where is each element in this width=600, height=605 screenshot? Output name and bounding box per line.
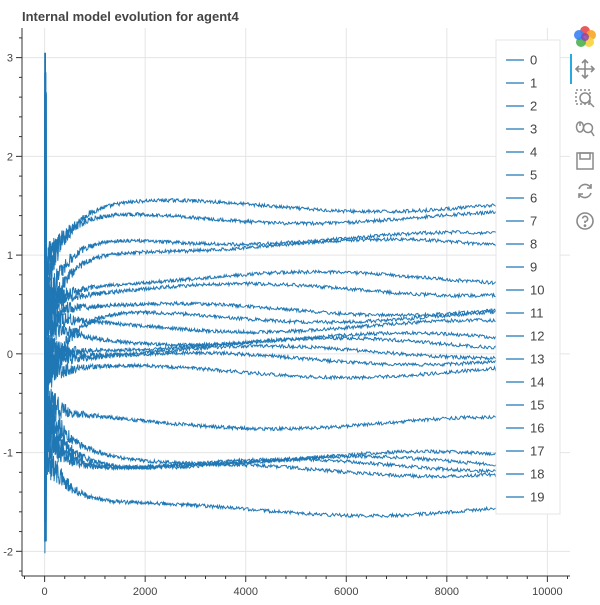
- legend-label: 8: [530, 237, 537, 252]
- legend-item[interactable]: 18: [506, 467, 544, 482]
- y-tick-label: -1: [3, 448, 13, 460]
- legend-label: 17: [530, 444, 544, 459]
- legend-label: 15: [530, 398, 544, 413]
- reset-icon[interactable]: [574, 180, 596, 202]
- help-icon[interactable]: [574, 210, 596, 232]
- legend-label: 14: [530, 375, 544, 390]
- series-line-10: [44, 264, 498, 443]
- save-icon[interactable]: [574, 150, 596, 172]
- legend-item[interactable]: 17: [506, 444, 544, 459]
- legend-label: 16: [530, 421, 544, 436]
- series-line-0: [44, 52, 498, 512]
- legend-item[interactable]: 1: [506, 76, 537, 91]
- legend-item[interactable]: 14: [506, 375, 544, 390]
- series-line-4: [44, 185, 498, 433]
- legend-label: 10: [530, 283, 544, 298]
- legend-label: 18: [530, 467, 544, 482]
- series-line-11: [44, 274, 498, 414]
- legend-item[interactable]: 16: [506, 421, 544, 436]
- series-line-8: [44, 225, 498, 414]
- legend-label: 5: [530, 168, 537, 183]
- legend-item[interactable]: 15: [506, 398, 544, 413]
- series-line-14: [44, 314, 498, 493]
- bokeh-logo-icon[interactable]: [574, 26, 596, 48]
- box-zoom-icon[interactable]: [574, 88, 596, 110]
- x-tick-label: 8000: [435, 586, 459, 598]
- legend-item[interactable]: 12: [506, 329, 544, 344]
- series-line-1: [44, 72, 498, 473]
- legend-item[interactable]: 0: [506, 53, 537, 68]
- legend-label: 13: [530, 352, 544, 367]
- series-line-12: [44, 284, 498, 424]
- legend-item[interactable]: 2: [506, 99, 537, 114]
- legend-item[interactable]: 8: [506, 237, 537, 252]
- y-tick-label: 1: [7, 250, 13, 262]
- legend-label: 2: [530, 99, 537, 114]
- legend-item[interactable]: 11: [506, 306, 544, 321]
- y-tick-label: 0: [7, 349, 13, 361]
- legend-label: 7: [530, 214, 537, 229]
- chart-title: Internal model evolution for agent4: [22, 9, 239, 24]
- legend-label: 9: [530, 260, 537, 275]
- legend-item[interactable]: 19: [506, 490, 544, 505]
- legend-label: 4: [530, 145, 537, 160]
- legend-item[interactable]: 6: [506, 191, 537, 206]
- legend-label: 12: [530, 329, 544, 344]
- legend-item[interactable]: 9: [506, 260, 537, 275]
- legend-label: 3: [530, 122, 537, 137]
- legend-item[interactable]: 5: [506, 168, 537, 183]
- x-tick-label: 10000: [532, 586, 563, 598]
- pan-active-indicator: [570, 54, 572, 84]
- x-tick-label: 0: [42, 586, 48, 598]
- legend-label: 1: [530, 76, 537, 91]
- wheel-zoom-icon[interactable]: [574, 118, 596, 140]
- series-line-19: [44, 353, 498, 542]
- pan-icon[interactable]: [574, 58, 596, 80]
- legend-item[interactable]: 10: [506, 283, 544, 298]
- x-tick-label: 4000: [233, 586, 257, 598]
- series-line-7: [44, 234, 498, 554]
- legend-item[interactable]: 3: [506, 122, 537, 137]
- legend-box: [495, 39, 561, 515]
- y-tick-label: 2: [7, 151, 13, 163]
- legend-item[interactable]: 7: [506, 214, 537, 229]
- x-tick-label: 2000: [133, 586, 157, 598]
- y-tick-label: 3: [7, 53, 13, 65]
- legend-item[interactable]: 4: [506, 145, 537, 160]
- legend-label: 6: [530, 191, 537, 206]
- series-line-18: [44, 343, 498, 522]
- series-line-2: [44, 92, 498, 532]
- toolbar: [570, 24, 600, 244]
- legend-label: 11: [530, 306, 544, 321]
- x-tick-label: 6000: [334, 586, 358, 598]
- series-lines: [44, 52, 498, 554]
- legend-label: 19: [530, 490, 544, 505]
- series-line-3: [44, 176, 498, 483]
- grid: [22, 28, 570, 576]
- series-line-6: [44, 215, 498, 394]
- y-tick-label: -2: [3, 546, 13, 558]
- legend-item[interactable]: 13: [506, 352, 544, 367]
- series-line-13: [44, 294, 498, 453]
- legend-label: 0: [530, 53, 537, 68]
- series-line-5: [44, 195, 498, 404]
